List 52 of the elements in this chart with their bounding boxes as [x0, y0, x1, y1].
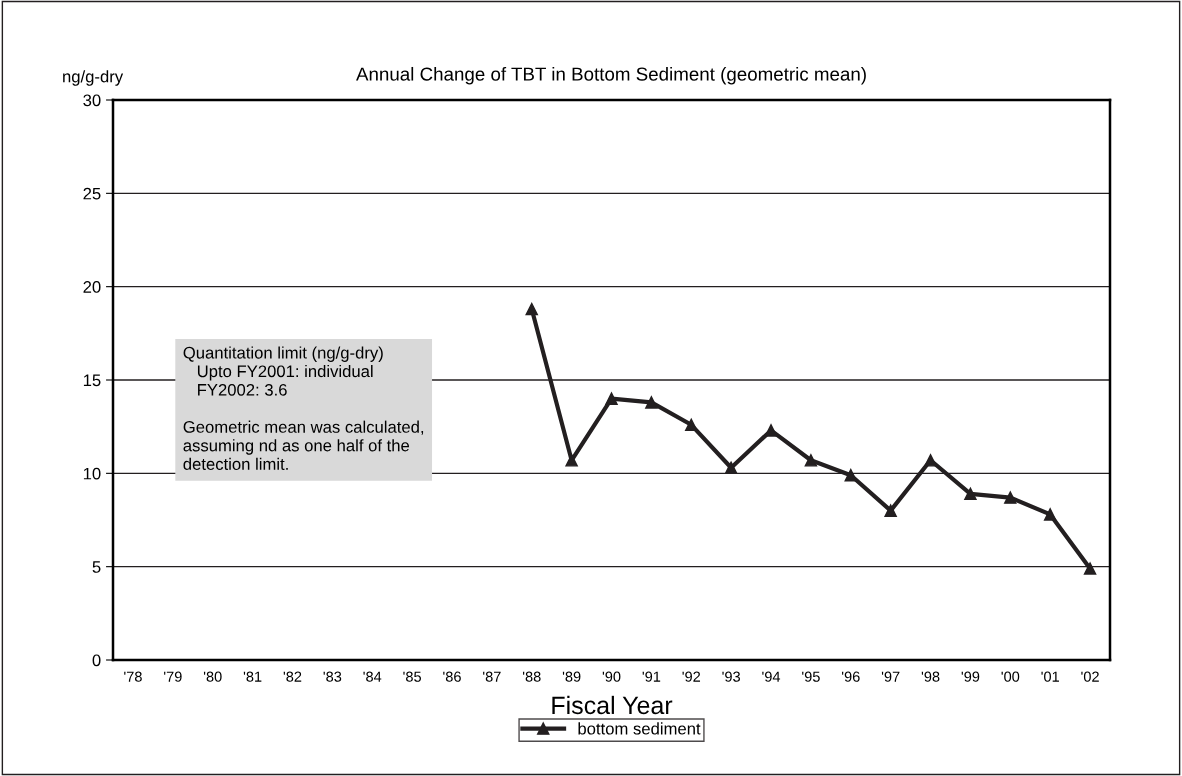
point	[724, 461, 738, 474]
x-tick-label: '87	[483, 671, 501, 682]
point	[924, 454, 937, 467]
x-tick-label: '79	[164, 671, 182, 682]
legend-label: bottom sediment	[578, 722, 701, 735]
x-tick-label: '95	[802, 671, 820, 682]
point	[645, 396, 658, 409]
x-tick-label: '92	[682, 671, 701, 682]
point	[804, 454, 818, 467]
point	[764, 424, 778, 437]
y-tick-label: 10	[83, 467, 101, 480]
x-tick-label: '88	[522, 671, 541, 682]
x-tick-label: '96	[842, 671, 860, 682]
point	[1043, 508, 1057, 521]
x-tick-label: '93	[722, 671, 740, 682]
x-tick-label: '97	[881, 671, 900, 682]
x-tick-label: '84	[363, 671, 382, 682]
x-tick-label: '89	[562, 671, 581, 682]
x-tick-label: '98	[921, 671, 940, 682]
point	[884, 504, 897, 517]
point	[605, 392, 618, 405]
y-tick-label: 20	[83, 281, 101, 293]
x-tick-label: '78	[124, 671, 142, 682]
x-tick-label: '02	[1081, 671, 1099, 682]
x-tick-label: '82	[283, 671, 302, 682]
point	[685, 418, 698, 432]
x-tick-label: '91	[642, 671, 661, 682]
text: Quantitation limit (ng/g-dry) Upto FY2001: individual FY2002: 3.6 Geometric mean was calculated, assuming nd as one half of the detection limit.	[183, 346, 424, 470]
x-tick-label: '85	[403, 671, 421, 682]
x-tick-label: '99	[961, 671, 980, 682]
y-axis-title: ng/g-dry	[63, 70, 124, 86]
y-tick-label: 0	[92, 654, 101, 667]
chart-title: Annual Change of TBT in Bottom Sediment (geometric mean)	[356, 66, 866, 85]
x-tick-label: '83	[323, 671, 342, 682]
point	[525, 302, 538, 316]
point	[844, 468, 858, 482]
y-tick-label: 25	[83, 187, 101, 200]
x-tick-label: '94	[762, 671, 781, 682]
x-axis-title: Fiscal Year	[552, 695, 673, 715]
x-tick-label: '80	[203, 671, 222, 682]
point	[1083, 562, 1097, 575]
x-tick-label: '00	[1001, 671, 1020, 682]
x-tick-label: '01	[1041, 671, 1059, 682]
y-tick-label: 30	[83, 94, 101, 107]
point	[964, 487, 977, 501]
x-tick-label: '81	[243, 671, 262, 682]
point	[1004, 491, 1017, 504]
x-tick-label: '86	[443, 671, 461, 682]
y-tick-label: 15	[83, 374, 101, 387]
y-tick-label: 5	[92, 561, 101, 573]
point	[565, 454, 578, 467]
x-tick-label: '90	[602, 671, 621, 682]
